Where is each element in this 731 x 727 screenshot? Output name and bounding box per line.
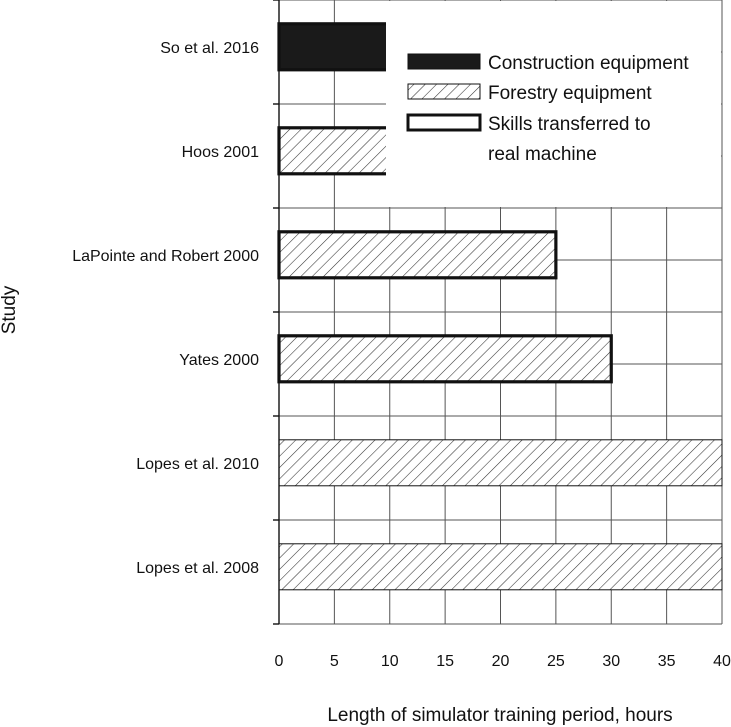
legend-swatch-hatched (407, 83, 481, 100)
legend-label: real machine (488, 144, 597, 165)
bar-yates-2000 (277, 334, 613, 384)
bar-lopes-et-al-2008 (278, 543, 723, 591)
legend: Construction equipment Forestry equipment… (386, 1, 721, 207)
bar-hoos-2001 (277, 126, 392, 176)
x-tick-label: 20 (492, 653, 510, 670)
x-tick-label: 15 (436, 653, 454, 670)
y-tick-label: LaPointe and Robert 2000 (72, 248, 259, 265)
x-tick-label: 35 (658, 653, 676, 670)
legend-label: Skills transferred to (488, 114, 651, 135)
y-tick-label: Lopes et al. 2008 (136, 560, 259, 577)
bar-lopes-et-al-2010 (278, 439, 723, 487)
bar-so-et-al-2016 (277, 22, 392, 72)
axes: So et al. 2016 Hoos 2001 LaPointe and Robe… (72, 0, 731, 670)
y-axis-title: Study (0, 285, 20, 334)
x-tick-label: 25 (547, 653, 565, 670)
legend-box (386, 1, 721, 207)
x-tick-label: 40 (713, 653, 731, 670)
bars (277, 22, 723, 591)
legend-label: Forestry equipment (488, 83, 652, 104)
legend-label: Construction equipment (488, 53, 689, 74)
bar-lapointe-and-robert-2000 (277, 230, 558, 280)
y-tick-label: Yates 2000 (179, 352, 259, 369)
x-axis-title: Length of simulator training period, hou… (327, 705, 672, 726)
legend-swatch-solid (407, 53, 481, 70)
legend-swatch-outline (406, 113, 482, 132)
y-tick-label: So et al. 2016 (160, 40, 259, 57)
x-tick-label: 30 (602, 653, 620, 670)
x-tick-label: 5 (330, 653, 339, 670)
y-tick-label: Lopes et al. 2010 (136, 456, 259, 473)
x-tick-label: 10 (381, 653, 399, 670)
x-tick-label: 0 (275, 653, 284, 670)
y-tick-label: Hoos 2001 (182, 144, 259, 161)
